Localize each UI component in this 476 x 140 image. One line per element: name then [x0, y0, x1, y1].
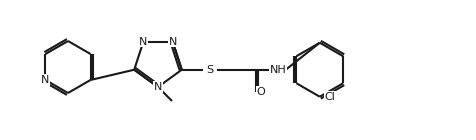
- Text: S: S: [206, 65, 213, 75]
- Text: O: O: [257, 87, 265, 97]
- Text: N: N: [41, 75, 50, 85]
- Text: Cl: Cl: [324, 92, 335, 102]
- Text: NH: NH: [269, 65, 286, 75]
- Text: N: N: [154, 82, 162, 92]
- Text: N: N: [169, 37, 177, 47]
- Text: N: N: [139, 37, 148, 47]
